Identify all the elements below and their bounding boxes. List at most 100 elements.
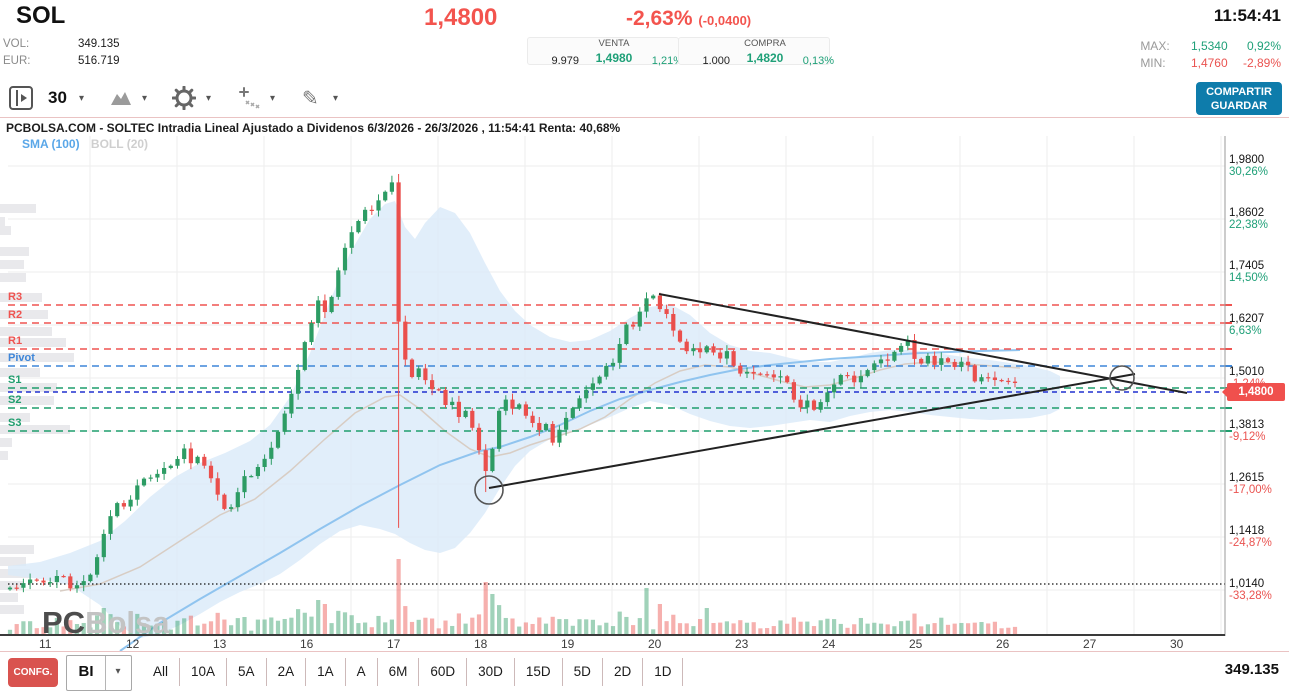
- panel-toggle-icon[interactable]: [8, 85, 34, 111]
- axis-price: 1,3813: [1229, 419, 1265, 431]
- axis-price: 1,6207: [1229, 313, 1265, 325]
- eur-row: EUR: 516.719: [3, 55, 120, 67]
- config-button[interactable]: CONFG.: [8, 658, 58, 687]
- pivot-label-pivot: Pivot: [8, 352, 35, 364]
- pivot-label-r3: R3: [8, 291, 23, 303]
- legend-sma[interactable]: SMA (100): [22, 137, 80, 151]
- price-axis-label: 1,0140 -33,28%: [1229, 578, 1287, 602]
- chart-toolbar: 30 ▾ ▾ ▾ ▾ ✎: [0, 80, 1289, 117]
- price-axis-label: 1,7405 14,50%: [1229, 260, 1287, 284]
- date-tick-18: 18: [474, 637, 488, 651]
- min-row: MIN: 1,4760 -2,89%: [1140, 56, 1281, 70]
- date-tick-26: 26: [996, 637, 1010, 651]
- axis-percent: -24,87%: [1229, 537, 1272, 549]
- min-label: MIN:: [1140, 56, 1166, 70]
- change-percent: -2,63%: [626, 7, 693, 30]
- share-save-button[interactable]: COMPARTIR GUARDAR: [1196, 82, 1282, 115]
- pivot-label-r1: R1: [8, 335, 23, 347]
- date-tick-12: 12: [126, 637, 140, 651]
- chart-type-select[interactable]: BI ▾: [66, 655, 132, 691]
- chart-area[interactable]: PCBOLSA.COM - SOLTEC Intradia Lineal Aju…: [0, 117, 1289, 652]
- chart-style-dropdown-caret[interactable]: ▾: [142, 92, 148, 104]
- candlestick-plot[interactable]: [0, 118, 1289, 652]
- min-value: 1,4760: [1190, 56, 1228, 70]
- range-button-5a[interactable]: 5A: [226, 658, 266, 686]
- vol-label: VOL:: [3, 38, 30, 50]
- venta-price: 1,4980: [595, 51, 633, 65]
- add-indicator-dropdown-caret[interactable]: ▾: [270, 92, 276, 104]
- change-absolute: (-0,0400): [698, 13, 752, 28]
- draw-pencil-icon[interactable]: ✎: [302, 87, 319, 110]
- pivot-label-r2: R2: [8, 309, 23, 321]
- date-tick-24: 24: [822, 637, 836, 651]
- symbol-title: SOL: [16, 2, 66, 29]
- axis-price: 1,9800: [1229, 154, 1265, 166]
- date-tick-23: 23: [735, 637, 749, 651]
- range-button-5d[interactable]: 5D: [561, 658, 602, 686]
- interval-value[interactable]: 30: [48, 88, 67, 107]
- range-button-15d[interactable]: 15D: [513, 658, 562, 686]
- compra-pct: 0,13%: [802, 55, 834, 67]
- price-axis-label: 1,2615 -17,00%: [1229, 472, 1287, 496]
- price-axis-label: 1,6207 6,63%: [1229, 313, 1287, 337]
- pivot-label-s3: S3: [8, 417, 22, 429]
- venta-label: VENTA: [598, 38, 630, 49]
- last-price: 1,4800: [424, 4, 498, 31]
- range-button-6m[interactable]: 6M: [376, 658, 419, 686]
- axis-percent: 22,38%: [1229, 219, 1269, 231]
- chart-title: PCBOLSA.COM - SOLTEC Intradia Lineal Aju…: [6, 121, 621, 135]
- range-button-10a[interactable]: 10A: [179, 658, 226, 686]
- range-button-1a[interactable]: 1A: [305, 658, 345, 686]
- chart-style-icon[interactable]: [110, 85, 132, 111]
- range-button-2d[interactable]: 2D: [601, 658, 642, 686]
- compra-box[interactable]: 1.000 COMPRA 1,4820 0,13%: [678, 37, 834, 67]
- date-axis[interactable]: 11 12 13 16 17 18 19 20 23 24 25 26 27 30: [0, 636, 1289, 652]
- settings-dropdown-caret[interactable]: ▾: [206, 92, 212, 104]
- max-pct: 0,92%: [1246, 39, 1281, 53]
- chart-type-value: BI: [78, 663, 94, 680]
- range-button-1d[interactable]: 1D: [642, 658, 684, 686]
- price-axis-label: 1,1418 -24,87%: [1229, 525, 1287, 549]
- axis-percent: -17,00%: [1229, 484, 1272, 496]
- plot-canvas[interactable]: [0, 118, 1289, 652]
- axis-percent: 30,26%: [1229, 166, 1269, 178]
- bottom-toolbar: CONFG. BI ▾ All 10A 5A 2A 1A A 6M 60D 30D 15D 5D 2D…: [0, 651, 1289, 693]
- range-button-60d[interactable]: 60D: [418, 658, 466, 686]
- axis-percent: 14,50%: [1229, 272, 1269, 284]
- legend-boll[interactable]: BOLL (20): [90, 137, 149, 151]
- axis-price: 1,2615: [1229, 472, 1265, 484]
- axis-percent: -33,28%: [1229, 590, 1272, 602]
- max-label: MAX:: [1140, 39, 1170, 53]
- range-button-all[interactable]: All: [153, 664, 169, 679]
- chart-type-caret[interactable]: ▾: [105, 656, 130, 690]
- price-change: -2,63% (-0,0400): [626, 7, 751, 31]
- compra-qty: 1.000: [702, 55, 730, 67]
- compra-label: COMPRA: [744, 38, 786, 49]
- max-row: MAX: 1,5340 0,92%: [1140, 39, 1281, 53]
- range-button-a[interactable]: A: [344, 658, 377, 686]
- save-label: GUARDAR: [1210, 100, 1268, 112]
- date-tick-11: 11: [39, 637, 52, 651]
- settings-gear-icon[interactable]: [172, 85, 196, 111]
- venta-box[interactable]: 9.979 VENTA 1,4980 1,21%: [527, 37, 683, 67]
- date-tick-27: 27: [1083, 637, 1097, 651]
- compra-price: 1,4820: [746, 51, 784, 65]
- interval-dropdown-caret[interactable]: ▾: [79, 92, 85, 104]
- draw-dropdown-caret[interactable]: ▾: [333, 92, 339, 104]
- volume-row: VOL: 349.135: [3, 38, 120, 50]
- pivot-label-s1: S1: [8, 374, 22, 386]
- add-indicator-icon[interactable]: [238, 85, 262, 111]
- axis-price: 1,5010: [1229, 366, 1265, 378]
- venta-pct: 1,21%: [651, 55, 683, 67]
- indicator-legend: SMA (100) BOLL (20): [22, 137, 148, 151]
- date-tick-19: 19: [561, 637, 575, 651]
- share-label: COMPARTIR: [1206, 86, 1272, 98]
- range-button-2a[interactable]: 2A: [265, 658, 306, 686]
- axis-percent: 6,63%: [1229, 325, 1262, 337]
- date-tick-25: 25: [909, 637, 923, 651]
- range-button-30d[interactable]: 30D: [466, 658, 514, 686]
- max-value: 1,5340: [1190, 39, 1228, 53]
- price-axis-label: 1,3813 -9,12%: [1229, 419, 1287, 443]
- min-pct: -2,89%: [1242, 56, 1281, 70]
